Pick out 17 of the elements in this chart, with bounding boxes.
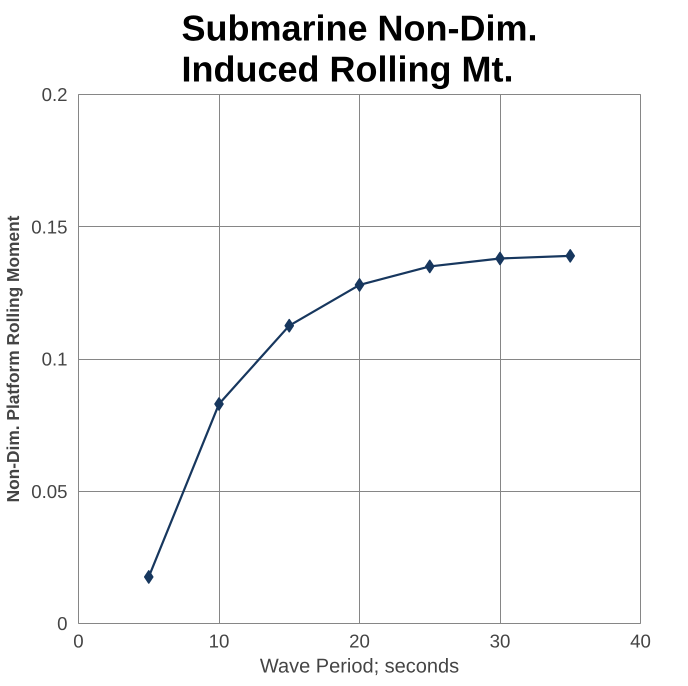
y-axis-title: Non-Dim. Platform Rolling Moment <box>3 215 24 502</box>
point <box>144 570 154 584</box>
point <box>565 248 576 263</box>
y-tick-label: 0 <box>57 613 68 634</box>
chart-title: Submarine Non-Dim. Induced Rolling Mt. <box>181 8 538 90</box>
y-tick-label: 0.05 <box>31 480 68 502</box>
x-tick-label: 30 <box>490 630 510 652</box>
y-tick-label: 0.2 <box>42 84 68 105</box>
x-axis-title: Wave Period; seconds <box>260 656 460 678</box>
y-tick-label: 0.15 <box>31 216 68 238</box>
point <box>424 259 435 274</box>
point <box>284 318 294 333</box>
x-tick-label: 20 <box>349 630 370 652</box>
x-tick-label: 0 <box>73 630 84 652</box>
y-tick-label: 0.1 <box>42 348 68 370</box>
x-tick-label: 40 <box>630 630 651 652</box>
x-tick-label: 10 <box>208 630 230 652</box>
